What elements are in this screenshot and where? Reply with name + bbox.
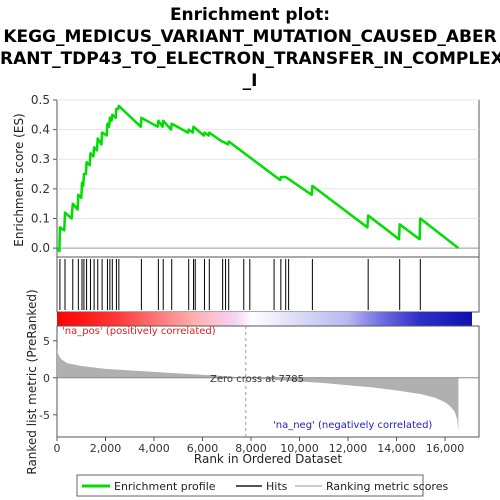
- chart-title: Enrichment plot: KEGG_MEDICUS_VARIANT_MU…: [0, 4, 500, 92]
- legend-metric-label: Ranking metric scores: [326, 480, 448, 493]
- metric-y-tick-label: 5: [43, 335, 50, 348]
- hits-panel-frame: [56, 256, 480, 313]
- x-tick-label: 8,000: [235, 442, 267, 455]
- x-tick-label: 12,000: [329, 442, 368, 455]
- x-tick-label: 10,000: [280, 442, 319, 455]
- x-ticks: 0 2,000 4,000 6,000 8,000 10,000 12,000 14,000 1…: [54, 437, 465, 455]
- es-line: [56, 104, 460, 253]
- legend-hits-label: Hits: [266, 480, 288, 493]
- x-axis-label: Rank in Ordered Dataset: [194, 452, 342, 466]
- es-y-axis-label: Enrichment score (ES): [12, 113, 26, 246]
- es-y-tick-label: 0.4: [31, 123, 50, 137]
- es-y-ticks: 0.0 0.1 0.2 0.3 0.4 0.5: [31, 93, 57, 255]
- legend: Enrichment profile Hits Ranking metric s…: [76, 474, 448, 497]
- metric-y-axis-label: Ranked list metric (PreRanked): [25, 289, 39, 474]
- es-y-tick-label: 0.1: [31, 211, 50, 225]
- title-line-3: RANT_TDP43_TO_ELECTRON_TRANSFER_IN_COMPL…: [0, 49, 500, 69]
- legend-es-label: Enrichment profile: [114, 480, 216, 493]
- x-tick-label: 0: [54, 442, 61, 455]
- rank-color-bar: [57, 312, 472, 326]
- x-tick-label: 14,000: [377, 442, 416, 455]
- es-y-tick-label: 0.3: [31, 152, 50, 166]
- x-tick-label: 2,000: [90, 442, 122, 455]
- title-line-2: KEGG_MEDICUS_VARIANT_MUTATION_CAUSED_ABE…: [3, 27, 497, 47]
- title-line-4: _I: [242, 71, 258, 91]
- metric-y-ticks: 5 0 -5: [39, 335, 57, 422]
- es-panel-frame: [56, 99, 480, 258]
- es-y-tick-label: 0.2: [31, 182, 50, 196]
- title-line-1: Enrichment plot:: [169, 5, 331, 25]
- metric-layer: [57, 326, 479, 437]
- es-y-tick-label: 0.5: [31, 93, 50, 107]
- hits-layer: [59, 259, 421, 310]
- x-tick-label: 16,000: [426, 442, 465, 455]
- es-y-tick-label: 0.0: [31, 241, 50, 255]
- es-series: [56, 104, 460, 253]
- es-grid: [57, 99, 479, 249]
- x-tick-label: 6,000: [187, 442, 219, 455]
- metric-y-tick-label: 0: [43, 372, 50, 385]
- neg-label: 'na_neg' (negatively correlated): [273, 420, 432, 431]
- pos-label: 'na_pos' (positively correlated): [62, 326, 216, 337]
- zero-cross-label: Zero cross at 7785: [210, 374, 304, 385]
- x-tick-label: 4,000: [138, 442, 170, 455]
- metric-y-tick-label: -5: [39, 409, 50, 422]
